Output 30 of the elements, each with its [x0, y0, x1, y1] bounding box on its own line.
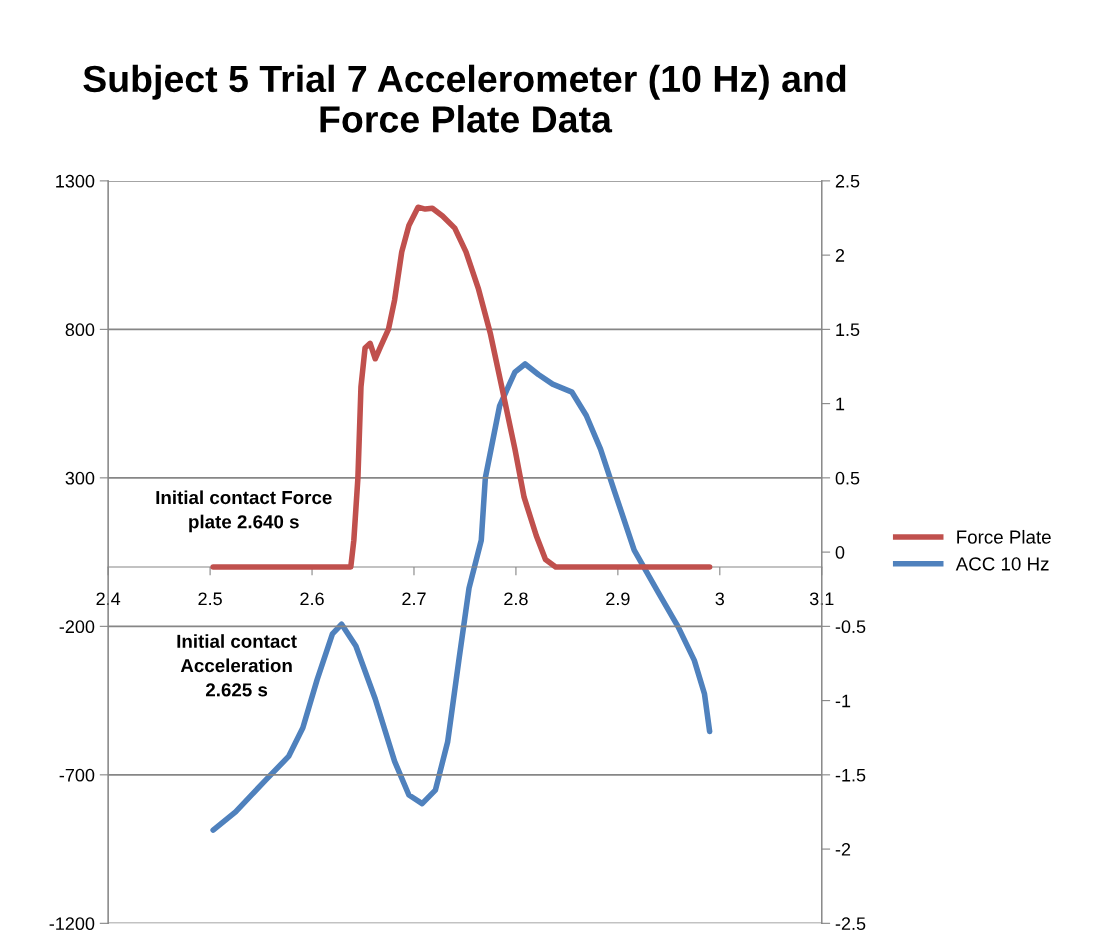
- y-tick-label: -1200: [49, 917, 95, 931]
- x-tick-label: 2.4: [96, 592, 121, 606]
- annotation: Initial contact Force plate 2.640 s: [156, 490, 332, 533]
- y2-tick-label: -1: [835, 694, 851, 708]
- y2-tick-label: -2.5: [835, 917, 866, 931]
- chart-title: Subject 5 Trial 7 Accelerometer (10 Hz) and Force Plate Data: [83, 64, 846, 133]
- annotation: Initial contact Acceleration 2.625 s: [177, 634, 297, 697]
- y-tick-label: 1300: [56, 174, 95, 188]
- x-tick-label: 2.5: [198, 592, 222, 606]
- y-tick-label: 300: [65, 471, 95, 485]
- x-tick-label: 3.1: [809, 592, 834, 606]
- x-tick-label: 2.7: [402, 592, 426, 606]
- y2-tick-label: 1.5: [836, 323, 860, 337]
- x-tick-label: 3: [715, 592, 725, 606]
- x-tick-label: 2.9: [606, 592, 630, 606]
- y2-tick-label: -2: [835, 843, 851, 856]
- x-tick-label: 2.8: [504, 592, 528, 606]
- x-tick-label: 2.6: [300, 592, 324, 606]
- y-tick-label: 800: [65, 323, 95, 337]
- y2-tick-label: 1: [836, 397, 845, 411]
- y2-tick-label: -1.5: [835, 768, 866, 782]
- y2-tick-label: -0.5: [835, 620, 866, 634]
- y2-tick-label: 0.5: [835, 471, 860, 485]
- y2-tick-label: 2.5: [835, 174, 860, 188]
- y-tick-label: -200: [59, 620, 95, 634]
- legend-label: ACC 10 Hz: [955, 557, 1049, 571]
- y2-tick-label: 0: [835, 546, 845, 559]
- y2-tick-label: 2: [835, 249, 845, 262]
- y-tick-label: -700: [59, 768, 95, 782]
- legend-label: Force Plate: [957, 529, 1051, 544]
